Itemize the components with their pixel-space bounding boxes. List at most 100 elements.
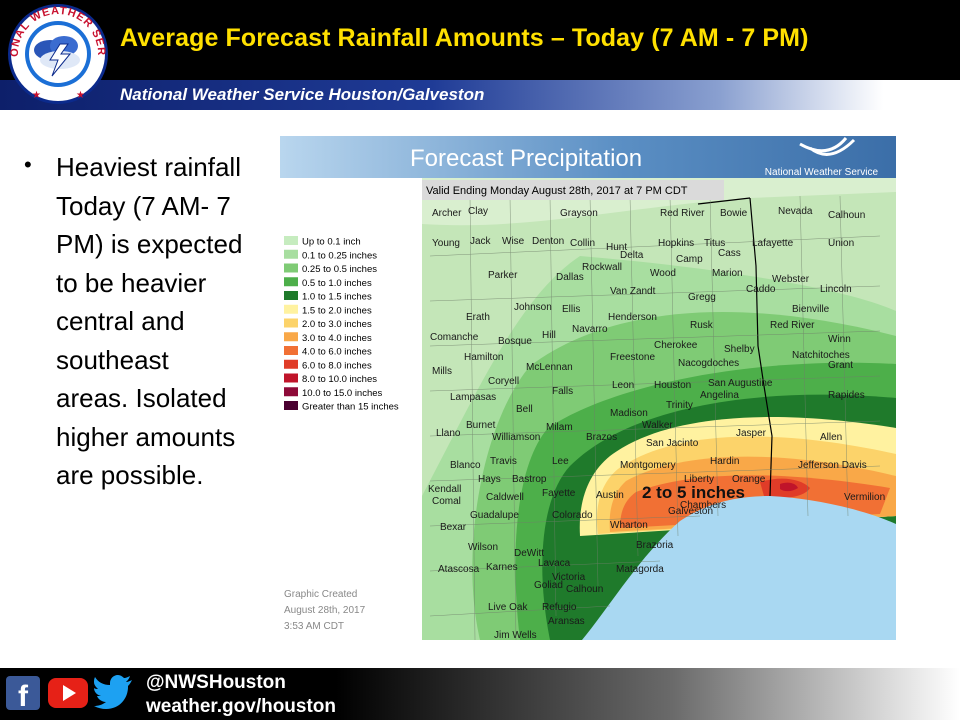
county-label: Wilson: [468, 542, 498, 553]
county-label: Rusk: [690, 320, 714, 331]
legend-swatch: [284, 236, 298, 245]
county-label: Rockwall: [582, 262, 622, 273]
county-label: Travis: [490, 456, 517, 467]
svg-text:f: f: [18, 680, 29, 710]
county-label: Young: [432, 238, 460, 249]
county-label: Hunt: [606, 242, 627, 253]
county-label: Guadalupe: [470, 510, 519, 521]
county-label: Jasper: [736, 428, 767, 439]
county-label: Winn: [828, 334, 851, 345]
county-label: Bowie: [720, 208, 748, 219]
county-label: Refugio: [542, 602, 577, 613]
page-title: Average Forecast Rainfall Amounts – Toda…: [120, 24, 809, 52]
county-label: Webster: [772, 274, 810, 285]
legend-label: 0.25 to 0.5 inches: [302, 264, 377, 275]
legend-swatch: [284, 373, 298, 383]
legend-label: 10.0 to 15.0 inches: [302, 388, 383, 399]
county-label: Bastrop: [512, 474, 547, 485]
legend-label: 6.0 to 8.0 inches: [302, 360, 372, 371]
county-label: Lavaca: [538, 558, 571, 569]
bullet-text: Heaviest rainfall Today (7 AM- 7 PM) is …: [56, 152, 243, 490]
county-label: Clay: [468, 206, 488, 217]
county-label: Nevada: [778, 206, 813, 217]
county-label: Jack: [470, 236, 492, 247]
county-label: Angelina: [700, 390, 739, 401]
twitter-icon[interactable]: [94, 674, 134, 710]
county-label: Marion: [712, 268, 743, 279]
county-label: Parker: [488, 270, 518, 281]
county-label: Leon: [612, 380, 634, 391]
created-line-2: August 28th, 2017: [284, 605, 366, 616]
county-label: Cass: [718, 248, 741, 259]
legend-label: 0.1 to 0.25 inches: [302, 250, 377, 261]
county-label: Mills: [432, 366, 452, 377]
county-label: Natchitoches: [792, 350, 850, 361]
county-label: Williamson: [492, 432, 540, 443]
county-label: Walker: [642, 420, 673, 431]
county-label: Montgomery: [620, 460, 676, 471]
facebook-icon[interactable]: f: [6, 676, 40, 710]
county-label: DeWitt: [514, 548, 544, 559]
legend-label: 0.5 to 1.0 inches: [302, 278, 372, 289]
county-label: Lee: [552, 456, 569, 467]
legend-swatch: [284, 401, 298, 410]
county-label: Hardin: [710, 456, 739, 467]
county-label: Jefferson Davis: [798, 460, 867, 471]
website-link[interactable]: weather.gov/houston: [146, 696, 337, 717]
subheader-bar: National Weather Service Houston/Galvest…: [0, 80, 960, 110]
county-label: Calhoun: [566, 584, 603, 595]
county-label: Live Oak: [488, 602, 528, 613]
youtube-icon[interactable]: [48, 676, 88, 710]
county-label: Navarro: [572, 324, 608, 335]
county-label: Kendall: [428, 484, 461, 495]
county-label: Shelby: [724, 344, 755, 355]
county-label: Cherokee: [654, 340, 698, 351]
header-bar: Average Forecast Rainfall Amounts – Toda…: [0, 0, 960, 80]
legend-swatch: [284, 249, 298, 259]
county-label: Gregg: [688, 292, 716, 303]
county-label: Caddo: [746, 284, 776, 295]
legend-swatch: [284, 332, 298, 342]
legend-swatch: [284, 387, 298, 397]
county-label: Camp: [676, 254, 703, 265]
rainfall-annotation: 2 to 5 inches: [642, 483, 745, 502]
county-label: Union: [828, 238, 854, 249]
precipitation-legend: Up to 0.1 inch 0.1 to 0.25 inches 0.25 to …: [284, 236, 399, 413]
bullet-marker: •: [24, 152, 32, 177]
svg-text:★: ★: [76, 90, 85, 101]
county-label: San Augustine: [708, 378, 773, 389]
legend-label: 1.0 to 1.5 inches: [302, 292, 372, 303]
county-label: Titus: [704, 238, 725, 249]
county-label: Blanco: [450, 460, 481, 471]
map-banner-agency: National Weather Service: [765, 167, 879, 178]
county-label: Van Zandt: [610, 286, 656, 297]
county-label: Orange: [732, 474, 766, 485]
county-label: Delta: [620, 250, 644, 261]
twitter-handle[interactable]: @NWSHouston: [146, 672, 286, 693]
county-label: Freestone: [610, 352, 655, 363]
county-label: Wharton: [610, 520, 648, 531]
county-label: Grayson: [560, 208, 598, 219]
county-label: Hays: [478, 474, 501, 485]
county-label: Caldwell: [486, 492, 524, 503]
county-label: Wood: [650, 268, 676, 279]
county-label: Liberty: [684, 474, 714, 485]
county-label: Aransas: [548, 616, 585, 627]
county-label: Galveston: [668, 506, 713, 517]
county-label: Burnet: [466, 420, 496, 431]
legend-swatch: [284, 318, 298, 328]
county-label: Atascosa: [438, 564, 480, 575]
county-label: Austin: [596, 490, 624, 501]
county-label: Erath: [466, 312, 490, 323]
county-label: McLennan: [526, 362, 573, 373]
county-label: Jim Wells: [494, 630, 537, 640]
map-area: [422, 178, 896, 640]
county-label: Houston: [654, 380, 691, 391]
legend-label: 2.0 to 3.0 inches: [302, 319, 372, 330]
county-label: Calhoun: [828, 210, 865, 221]
county-label: Colorado: [552, 510, 593, 521]
legend-label: Up to 0.1 inch: [302, 237, 361, 248]
county-label: Coryell: [488, 376, 519, 387]
county-label: Red River: [770, 320, 815, 331]
county-label: Bexar: [440, 522, 467, 533]
